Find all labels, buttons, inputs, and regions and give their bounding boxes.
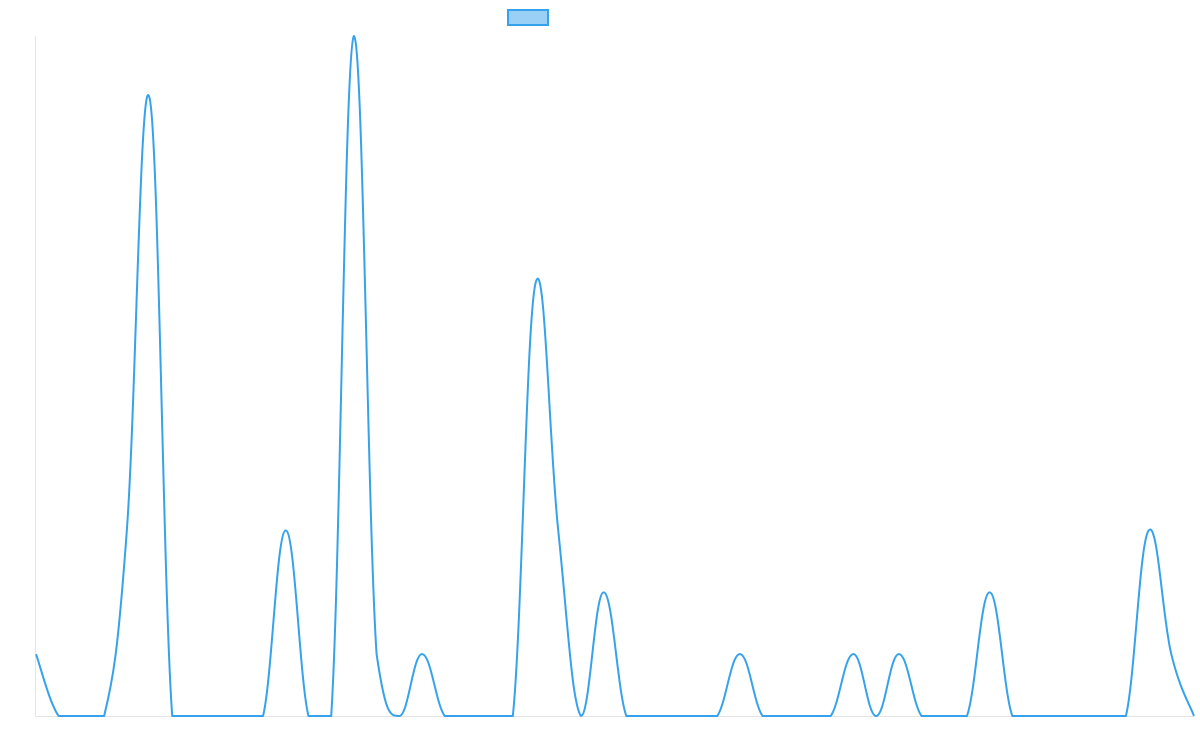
data-point[interactable]: [1055, 713, 1061, 719]
data-point[interactable]: [510, 713, 516, 719]
data-point[interactable]: [601, 589, 607, 595]
data-point[interactable]: [124, 528, 130, 534]
data-point[interactable]: [828, 713, 834, 719]
data-point[interactable]: [1100, 713, 1106, 719]
data-point[interactable]: [1077, 713, 1083, 719]
data-point[interactable]: [1146, 528, 1152, 534]
data-point[interactable]: [646, 713, 652, 719]
data-point[interactable]: [192, 713, 198, 719]
data-point[interactable]: [873, 713, 879, 719]
data-point[interactable]: [691, 713, 697, 719]
data-point[interactable]: [442, 713, 448, 719]
data-point[interactable]: [987, 589, 993, 595]
data-point[interactable]: [396, 713, 402, 719]
data-point[interactable]: [533, 280, 539, 286]
data-point[interactable]: [737, 651, 743, 657]
data-point[interactable]: [56, 713, 62, 719]
data-point[interactable]: [487, 713, 493, 719]
data-point[interactable]: [147, 95, 153, 101]
data-point[interactable]: [760, 713, 766, 719]
legend-swatch[interactable]: [507, 9, 549, 26]
data-point[interactable]: [305, 713, 311, 719]
data-point[interactable]: [78, 713, 84, 719]
data-point[interactable]: [850, 651, 856, 657]
data-point[interactable]: [169, 713, 175, 719]
data-point[interactable]: [1123, 713, 1129, 719]
data-point[interactable]: [1168, 651, 1174, 657]
data-point[interactable]: [464, 713, 470, 719]
data-point[interactable]: [555, 528, 561, 534]
data-point[interactable]: [623, 713, 629, 719]
data-point[interactable]: [328, 713, 334, 719]
data-point[interactable]: [669, 713, 675, 719]
data-point[interactable]: [578, 713, 584, 719]
data-point[interactable]: [1191, 713, 1197, 719]
data-point[interactable]: [419, 651, 425, 657]
data-point[interactable]: [215, 713, 221, 719]
data-point[interactable]: [964, 713, 970, 719]
data-point[interactable]: [782, 713, 788, 719]
data-point[interactable]: [896, 651, 902, 657]
data-point[interactable]: [1032, 713, 1038, 719]
data-point[interactable]: [101, 713, 107, 719]
data-point[interactable]: [260, 713, 266, 719]
data-point[interactable]: [919, 713, 925, 719]
data-point[interactable]: [283, 528, 289, 534]
data-point[interactable]: [714, 713, 720, 719]
data-point[interactable]: [237, 713, 243, 719]
data-point[interactable]: [374, 651, 380, 657]
data-point[interactable]: [1009, 713, 1015, 719]
data-point[interactable]: [805, 713, 811, 719]
series-line: [35, 35, 1195, 717]
data-point[interactable]: [351, 33, 357, 39]
series-group: [33, 33, 1197, 719]
data-point[interactable]: [33, 651, 39, 657]
data-point[interactable]: [941, 713, 947, 719]
legend[interactable]: [507, 9, 549, 26]
